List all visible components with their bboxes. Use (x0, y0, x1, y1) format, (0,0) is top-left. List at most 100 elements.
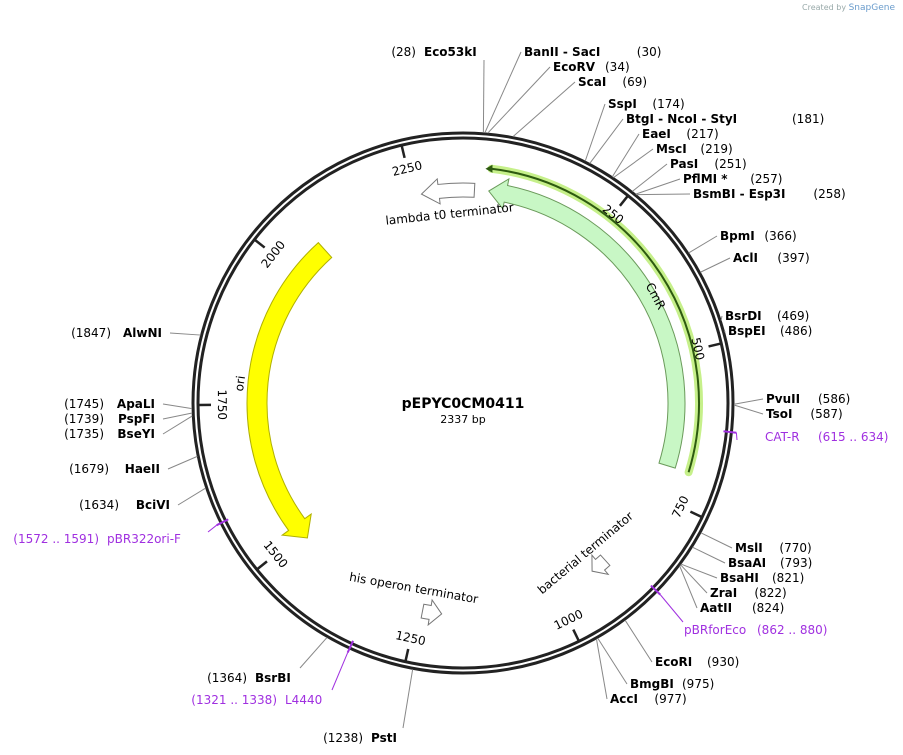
site-msli[interactable]: MslI (770) (700, 532, 812, 555)
primer-range: (1572 .. 1591) (13, 532, 99, 546)
site-aatii[interactable]: AatII (824) (679, 565, 785, 615)
tick-mark (404, 648, 410, 661)
site-bpmi[interactable]: BpmI (366) (688, 229, 797, 254)
site-ecorv[interactable]: EcoRV (34) (487, 60, 630, 134)
site-name: PasI (670, 157, 698, 171)
primer-l4440[interactable]: L4440 (1321 .. 1338) (191, 640, 355, 707)
site-pasi[interactable]: PasI (251) (632, 157, 747, 192)
site-bspei[interactable]: BspEI (486) (724, 324, 813, 338)
site-leader-line (680, 564, 708, 594)
site-leader-line (512, 81, 576, 138)
site-sspi[interactable]: SspI (174) (584, 97, 685, 162)
site-leader-line (611, 133, 640, 178)
primer-name: pBR322ori-F (107, 532, 181, 546)
site-pvuii[interactable]: PvuII (586) (733, 392, 850, 406)
site-name: TsoI (766, 407, 792, 421)
site-pflmi[interactable]: PflMI * (257) (635, 172, 783, 195)
site-bsrbi[interactable]: BsrBI (1364) (207, 637, 328, 685)
tick-label: 1750 (215, 389, 229, 420)
site-leader-line (167, 455, 198, 470)
tick-label: 750 (669, 494, 692, 521)
site-bcivi[interactable]: BciVI (1634) (79, 487, 206, 512)
site-name: BanII - SacI (524, 45, 600, 59)
primer-leader-line (659, 594, 684, 623)
site-position: (34) (605, 60, 630, 74)
site-scai[interactable]: ScaI (69) (512, 75, 647, 138)
site-haeii[interactable]: HaeII (1679) (69, 455, 198, 476)
feature-cmr[interactable] (488, 177, 686, 469)
site-position: (1679) (69, 462, 109, 476)
tick-label: 1000 (552, 607, 586, 633)
primer-pbrforeco[interactable]: pBRforEco (862 .. 880) (650, 584, 828, 637)
site-position: (217) (686, 127, 718, 141)
site-name: EaeI (642, 127, 671, 141)
feature-his-operon-terminator[interactable] (420, 598, 443, 627)
feature-lambda-t0-terminator[interactable] (420, 177, 476, 205)
site-leader-line (595, 638, 608, 700)
site-psti[interactable]: PstI (1238) (323, 669, 414, 745)
site-name: HaeII (125, 462, 160, 476)
site-leader-line (484, 51, 522, 134)
site-eco53ki[interactable]: Eco53kI (28) (391, 45, 485, 133)
site-name: BseYI (117, 427, 155, 441)
tick-mark (572, 629, 580, 641)
site-position: (251) (714, 157, 746, 171)
site-acci[interactable]: AccI (977) (595, 638, 687, 706)
backbone-inner (196, 136, 730, 670)
site-position: (770) (779, 541, 811, 555)
site-tsoi[interactable]: TsoI (587) (733, 404, 843, 421)
tick-mark (254, 239, 266, 249)
tick-label: 1500 (260, 538, 290, 571)
site-bmgbi[interactable]: BmgBI (975) (597, 637, 715, 691)
site-name: ApaLI (117, 397, 155, 411)
site-leader-line (169, 332, 201, 336)
site-leader-line (487, 66, 551, 134)
primer-pbr322ori-f[interactable]: pBR322ori-F (1572 .. 1591) (13, 518, 229, 546)
site-position: (30) (637, 45, 662, 59)
site-name: PflMI * (683, 172, 728, 186)
site-leader-line (720, 315, 723, 321)
site-btgi-ncoi-styi[interactable]: BtgI - NcoI - StyI (181) (589, 112, 825, 164)
cmr-orf-line[interactable] (491, 167, 700, 473)
site-banii-saci[interactable]: BanII - SacI (30) (484, 45, 662, 134)
tick-mark (689, 510, 702, 518)
site-leader-line (700, 257, 731, 273)
site-name: MscI (656, 142, 687, 156)
site-bsaai[interactable]: BsaAI (793) (692, 546, 812, 570)
primer-range: (1321 .. 1338) (191, 693, 277, 707)
plasmid-name: pEPYC0CM0411 (402, 396, 525, 412)
primer-name: CAT-R (765, 430, 800, 444)
site-pspfi[interactable]: PspFI (1739) (64, 412, 193, 426)
site-leader-line (635, 178, 681, 195)
site-apali[interactable]: ApaLI (1745) (64, 397, 193, 411)
site-bsrdi[interactable]: BsrDI (469) (720, 309, 809, 323)
site-position: (793) (780, 556, 812, 570)
feature-label-his-operon-terminator: his operon terminator (348, 570, 479, 606)
site-eaei[interactable]: EaeI (217) (611, 127, 719, 178)
site-msci[interactable]: MscI (219) (613, 142, 733, 179)
feature-label-bacterial-terminator: bacterial terminator (535, 509, 636, 597)
site-ecori[interactable]: EcoRI (930) (624, 619, 739, 669)
site-position: (975) (682, 677, 714, 691)
site-name: AlwNI (123, 326, 162, 340)
site-alwni[interactable]: AlwNI (1847) (71, 326, 201, 340)
site-bsahi[interactable]: BsaHI (821) (680, 563, 804, 585)
primer-mark (650, 584, 661, 596)
site-leader-line (162, 403, 193, 410)
site-leader-line (733, 404, 764, 415)
site-bsmbi-esp3i[interactable]: BsmBI - Esp3I (258) (636, 187, 846, 201)
primer-cat-r[interactable]: CAT-R (615 .. 634) (723, 430, 888, 444)
site-acli[interactable]: AclI (397) (700, 251, 810, 273)
feature-bacterial-terminator[interactable] (591, 553, 611, 576)
credit-text: Created by (802, 3, 847, 12)
feature-ori[interactable] (246, 241, 333, 539)
site-name: AatII (700, 601, 732, 615)
site-name: ZraI (710, 586, 737, 600)
orf-arrowhead-icon (485, 164, 493, 173)
site-leader-line (632, 163, 668, 192)
site-bseyi[interactable]: BseYI (1735) (64, 415, 193, 441)
site-leader-line (733, 398, 764, 405)
site-name: BsaHI (720, 571, 759, 585)
site-zrai[interactable]: ZraI (822) (680, 564, 787, 600)
site-leader-line (688, 235, 718, 254)
